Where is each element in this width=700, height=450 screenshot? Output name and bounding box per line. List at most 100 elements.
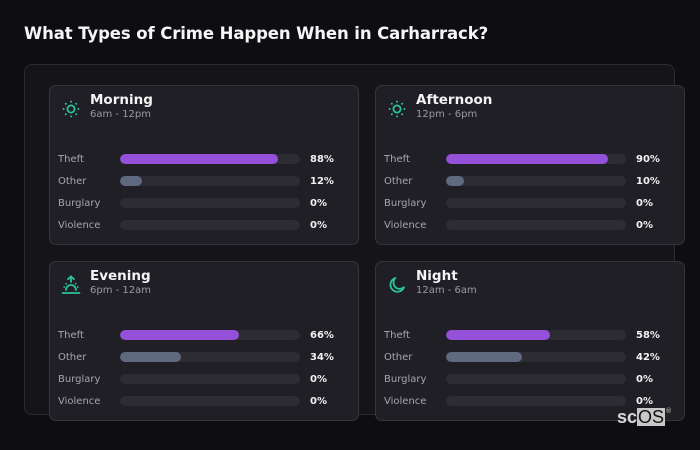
bar-list: Theft 66% Other 34% Burglary 0% Violence… [58,324,348,412]
bar-label: Violence [58,219,101,231]
card-header: Morning 6am - 12pm [60,92,153,121]
card-header: Afternoon 12pm - 6pm [386,92,492,121]
brand-prefix: sc [617,407,638,427]
bar-label: Theft [384,153,410,165]
bar-track [120,220,300,230]
bar-row-burglary: Burglary 0% [384,368,674,390]
bar-track [446,198,626,208]
card-title: Night [416,268,458,284]
bar-label: Burglary [58,373,101,385]
bar-track [446,396,626,406]
bar-label: Violence [384,395,427,407]
bar-track [446,352,626,362]
bar-track [446,220,626,230]
bar-row-violence: Violence 0% [384,390,674,412]
card-title: Evening [90,268,151,284]
bar-fill-other [120,352,182,362]
bar-track [120,374,300,384]
bar-label: Other [384,175,413,187]
bar-value: 12% [310,175,334,187]
sun-icon [386,98,408,120]
bar-row-burglary: Burglary 0% [58,192,348,214]
bar-track [120,198,300,208]
bar-label: Burglary [384,197,427,209]
bar-value: 0% [636,197,653,209]
bar-row-theft: Theft 58% [384,324,674,346]
bar-label: Violence [384,219,427,231]
bar-label: Burglary [58,197,101,209]
bar-row-burglary: Burglary 0% [384,192,674,214]
bar-label: Theft [58,153,84,165]
bar-track [120,352,300,362]
bar-track [120,154,300,164]
bar-value: 10% [636,175,660,187]
brand-highlight: OS [637,407,666,427]
card-title: Morning [90,92,153,108]
card-time-range: 6am - 12pm [90,109,152,120]
bar-label: Theft [58,329,84,341]
bar-value: 0% [310,395,327,407]
bar-fill-other [446,352,522,362]
bar-value: 58% [636,329,660,341]
bar-value: 0% [636,373,653,385]
bar-track [446,374,626,384]
card-afternoon: Afternoon 12pm - 6pm Theft 90% Other 10%… [375,85,685,245]
card-morning: Morning 6am - 12pm Theft 88% Other 12% B… [49,85,359,245]
card-evening: Evening 6pm - 12am Theft 66% Other 34% B… [49,261,359,421]
card-title: Afternoon [416,92,493,108]
bar-fill-other [446,176,464,186]
bar-row-other: Other 10% [384,170,674,192]
bar-row-theft: Theft 88% [58,148,348,170]
sunrise-icon [60,274,82,296]
bar-row-theft: Theft 90% [384,148,674,170]
bar-fill-theft [120,330,239,340]
bar-fill-theft [446,154,608,164]
bar-label: Other [58,175,87,187]
bar-fill-theft [446,330,551,340]
card-night: Night 12am - 6am Theft 58% Other 42% Bur… [375,261,685,421]
bar-value: 0% [310,219,327,231]
card-time-range: 6pm - 12am [90,285,152,296]
bar-value: 34% [310,351,334,363]
bar-row-other: Other 34% [58,346,348,368]
card-header: Night 12am - 6am [386,268,477,297]
page-title: What Types of Crime Happen When in Carha… [24,24,489,43]
bar-label: Theft [384,329,410,341]
registered-mark: ® [666,408,672,415]
brand-logo: sc OS ® [617,408,671,426]
bar-track [120,330,300,340]
bar-track [120,396,300,406]
bar-row-other: Other 12% [58,170,348,192]
bar-value: 42% [636,351,660,363]
bar-value: 0% [636,219,653,231]
bar-value: 88% [310,153,334,165]
bar-fill-theft [120,154,279,164]
card-header: Evening 6pm - 12am [60,268,151,297]
bar-label: Violence [58,395,101,407]
bar-row-violence: Violence 0% [58,214,348,236]
moon-icon [386,274,408,296]
bar-row-violence: Violence 0% [384,214,674,236]
bar-list: Theft 88% Other 12% Burglary 0% Violence… [58,148,348,236]
bar-value: 0% [310,197,327,209]
bar-label: Other [58,351,87,363]
bar-value: 66% [310,329,334,341]
bar-track [446,176,626,186]
bar-value: 0% [310,373,327,385]
card-time-range: 12am - 6am [416,285,477,296]
bar-list: Theft 58% Other 42% Burglary 0% Violence… [384,324,674,412]
bar-label: Other [384,351,413,363]
bar-value: 0% [636,395,653,407]
bar-row-other: Other 42% [384,346,674,368]
sun-icon [60,98,82,120]
bar-list: Theft 90% Other 10% Burglary 0% Violence… [384,148,674,236]
bar-track [120,176,300,186]
bar-label: Burglary [384,373,427,385]
bar-track [446,154,626,164]
bar-row-burglary: Burglary 0% [58,368,348,390]
bar-value: 90% [636,153,660,165]
bar-row-violence: Violence 0% [58,390,348,412]
bar-row-theft: Theft 66% [58,324,348,346]
card-time-range: 12pm - 6pm [416,109,478,120]
bar-fill-other [120,176,142,186]
